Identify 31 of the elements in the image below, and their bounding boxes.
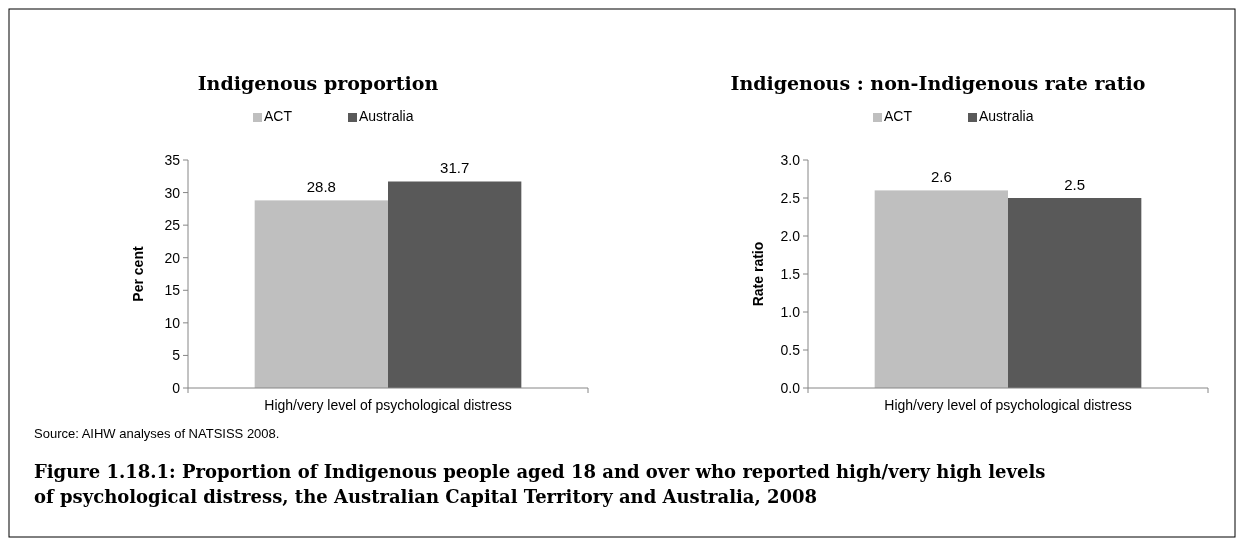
y-tick-label: 2.0 <box>780 228 801 244</box>
y-tick-label: 35 <box>164 152 181 168</box>
y-tick-label: 2.5 <box>780 190 801 206</box>
source-note: Source: AIHW analyses of NATSISS 2008. <box>34 426 280 441</box>
y-tick-label: 3.0 <box>780 152 801 168</box>
y-tick-label: 1.5 <box>780 266 801 282</box>
data-label: 2.5 <box>1064 176 1086 193</box>
data-label: 31.7 <box>440 159 470 177</box>
y-tick-label: 30 <box>164 184 181 201</box>
legend-label: ACT <box>264 108 293 124</box>
y-tick-label: 0.5 <box>780 342 801 358</box>
y-tick-label: 0.0 <box>780 380 801 396</box>
legend-label: Australia <box>359 108 414 124</box>
y-tick-label: 15 <box>164 282 181 299</box>
caption: Figure 1.18.1: Proportion of Indigenous people aged 18 and over who reported high/very high levels of psychological distress, the Australian Capital Territory and Australia, 2008 <box>34 461 1046 507</box>
y-tick-label: 0 <box>172 380 181 396</box>
data-label: 2.6 <box>930 168 952 186</box>
y-axis-title: Per cent <box>130 246 146 302</box>
y-tick-label: 10 <box>164 314 181 331</box>
y-tick-label: 25 <box>164 217 181 234</box>
y-tick-label: 1.0 <box>780 304 801 320</box>
x-tick-label: High/very level of psychological distress <box>884 397 1132 413</box>
y-tick-label: 5 <box>172 347 181 364</box>
y-tick-label: 20 <box>164 249 181 266</box>
y-axis-title: Rate ratio <box>750 241 766 307</box>
legend-label: ACT <box>884 108 913 124</box>
data-label: 28.8 <box>306 178 336 196</box>
legend-label: Australia <box>979 108 1034 124</box>
chart-title: Indigenous proportion <box>197 72 439 94</box>
x-tick-label: High/very level of psychological distress <box>264 397 512 413</box>
chart-title: Indigenous : non-Indigenous rate ratio <box>730 72 1146 94</box>
